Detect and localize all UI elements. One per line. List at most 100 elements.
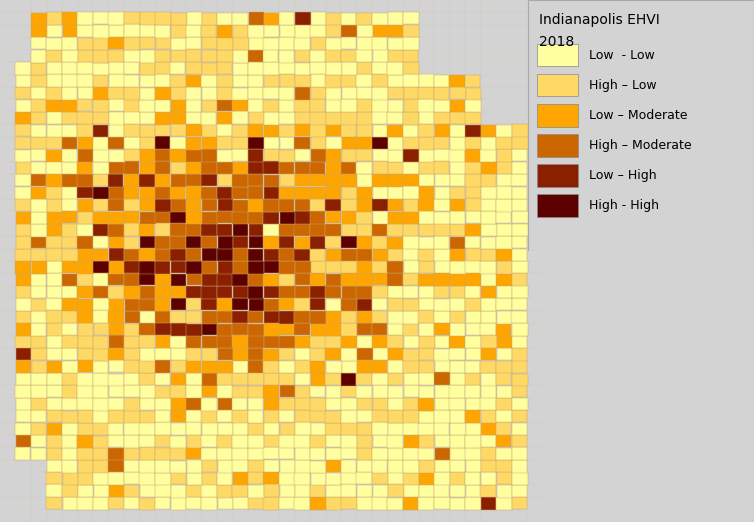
Bar (248, 50, 264, 62)
Bar (170, 137, 185, 149)
Bar (404, 99, 419, 112)
Bar (170, 112, 186, 124)
Bar (16, 286, 31, 298)
Bar (171, 162, 187, 174)
Bar (139, 336, 155, 348)
Bar (310, 311, 326, 324)
Bar (31, 336, 46, 348)
Bar (78, 485, 93, 497)
Bar (201, 199, 217, 211)
Bar (217, 124, 232, 136)
Bar (418, 435, 434, 448)
Bar (32, 311, 47, 323)
Bar (357, 211, 372, 224)
Bar (435, 398, 450, 410)
Bar (31, 373, 47, 385)
Bar (248, 161, 264, 174)
Bar (155, 112, 170, 125)
Bar (93, 25, 109, 38)
Bar (497, 471, 512, 484)
Bar (216, 286, 232, 299)
Bar (247, 249, 263, 262)
Bar (31, 236, 47, 248)
Bar (170, 149, 185, 162)
Bar (418, 260, 434, 274)
Bar (372, 460, 388, 472)
Bar (155, 484, 170, 497)
Bar (171, 124, 187, 136)
Bar (403, 87, 419, 99)
Bar (480, 361, 496, 373)
Bar (108, 374, 124, 386)
Bar (78, 348, 93, 360)
Bar (480, 236, 496, 249)
Bar (186, 261, 202, 274)
Bar (155, 223, 170, 235)
Bar (218, 423, 233, 435)
Bar (341, 13, 357, 25)
Bar (170, 199, 186, 212)
Bar (481, 125, 496, 137)
Bar (464, 260, 480, 273)
Bar (202, 323, 217, 335)
Bar (279, 286, 295, 298)
Bar (279, 62, 295, 74)
Bar (357, 287, 372, 299)
Bar (249, 472, 264, 484)
Bar (326, 100, 341, 112)
Bar (15, 62, 30, 75)
Bar (512, 285, 528, 298)
Bar (124, 25, 140, 37)
Bar (31, 63, 46, 75)
Bar (201, 186, 217, 199)
Bar (311, 497, 326, 510)
Bar (434, 161, 449, 174)
Bar (512, 211, 528, 223)
Bar (78, 460, 93, 473)
Bar (124, 186, 139, 199)
Bar (124, 348, 139, 360)
Bar (217, 435, 232, 448)
Bar (403, 398, 419, 410)
Bar (248, 186, 263, 199)
Bar (155, 398, 170, 410)
Bar (108, 423, 124, 435)
Bar (78, 472, 93, 484)
Bar (186, 223, 201, 236)
Bar (155, 236, 170, 249)
Bar (357, 62, 372, 74)
Bar (372, 149, 388, 161)
Bar (247, 149, 263, 162)
Bar (388, 274, 403, 286)
Bar (264, 112, 279, 125)
Bar (279, 361, 295, 373)
Bar (342, 361, 357, 373)
Bar (124, 111, 139, 124)
Bar (202, 385, 218, 397)
Bar (326, 75, 341, 88)
Bar (16, 360, 32, 373)
Bar (496, 211, 511, 223)
Bar (186, 186, 202, 199)
Bar (295, 211, 311, 224)
Bar (186, 460, 202, 472)
Bar (465, 299, 481, 311)
Bar (124, 497, 139, 509)
Bar (403, 211, 418, 224)
Bar (171, 497, 186, 509)
Bar (124, 435, 139, 448)
Bar (388, 423, 403, 435)
Bar (217, 385, 232, 398)
Bar (388, 162, 403, 174)
Bar (15, 447, 30, 459)
Bar (124, 149, 139, 161)
Bar (537, 44, 578, 66)
Bar (109, 472, 124, 485)
Bar (372, 74, 388, 87)
Bar (124, 37, 139, 50)
Bar (403, 299, 419, 311)
Bar (295, 112, 311, 124)
Bar (325, 199, 341, 211)
Bar (341, 484, 356, 496)
Bar (93, 336, 108, 349)
